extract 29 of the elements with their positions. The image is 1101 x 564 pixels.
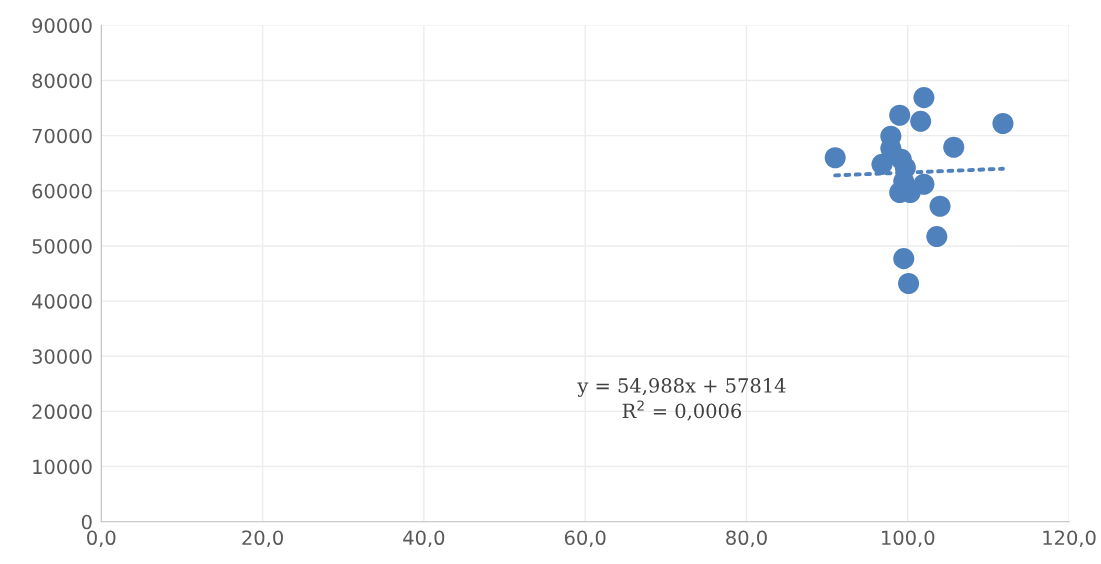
x-tick-label: 40,0 [403,530,445,548]
point [913,87,935,109]
y-tick-label: 40000 [32,294,92,309]
point [871,153,893,175]
point [889,104,911,126]
x-tick-label: 80,0 [726,530,767,548]
y-tick-label: 50000 [32,238,92,254]
x-tick-label: 100,0 [882,530,935,548]
y-tick-label: 30000 [32,349,92,364]
point [992,113,1014,135]
point [898,272,920,294]
y-tick-label: 90000 [32,18,92,34]
x-tick-label: 0,0 [87,530,116,548]
point [824,147,846,169]
x-tick-label: 60,0 [564,530,606,548]
point [943,136,965,158]
y-tick-label: 20000 [32,404,92,420]
point [929,195,951,217]
point [926,226,948,248]
x-tick-label: 120,0 [1043,530,1096,548]
annotation: y = 54,988x + 57814 R$^{2}$ = 0,0006 [577,378,786,421]
y-tick-label: 80000 [32,73,92,89]
point [910,110,932,132]
y-tick-label: 10000 [33,459,92,475]
y-tick-label: 60000 [32,183,92,199]
point [893,248,915,270]
x-tick-label: 20,0 [242,530,283,548]
y-tick-label: 70000 [32,128,92,144]
y-tick-label: 0 [81,514,92,530]
